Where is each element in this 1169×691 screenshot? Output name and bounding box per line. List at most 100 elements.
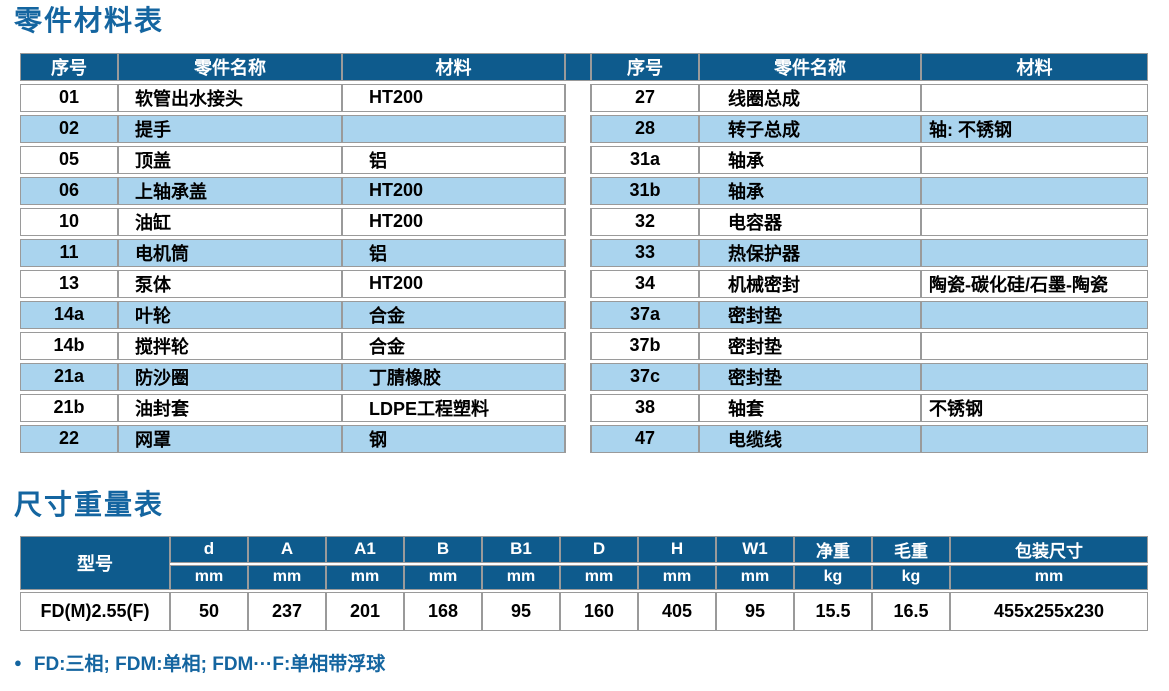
dims-column-label: W1 <box>716 535 794 563</box>
part-material-left: HT200 <box>342 207 565 236</box>
dims-column-label: A <box>248 535 326 563</box>
dims-column-label: d <box>170 535 248 563</box>
col-header-material-left: 材料 <box>342 52 565 81</box>
dims-value-cell: 15.5 <box>794 591 872 631</box>
part-material-left <box>342 114 565 143</box>
parts-table-row: 13 泵体 HT200 34 机械密封 陶瓷-碳化硅/石墨-陶瓷 <box>20 269 1148 298</box>
dims-column-label: H <box>638 535 716 563</box>
part-name-right: 转子总成 <box>699 114 921 143</box>
part-name-right: 电缆线 <box>699 424 921 453</box>
dims-column-unit: mm <box>248 564 326 590</box>
part-number-right: 32 <box>591 207 699 236</box>
dims-value-cell: 168 <box>404 591 482 631</box>
parts-table-row: 06 上轴承盖 HT200 31b 轴承 <box>20 176 1148 205</box>
dims-column-label: B1 <box>482 535 560 563</box>
part-name-right: 密封垫 <box>699 331 921 360</box>
dims-data-row: FD(M)2.55(F) 50 237 201 168 95 160 405 95 15.5 16.… <box>20 591 1148 631</box>
col-header-model: 型号 <box>20 535 170 590</box>
dims-column-label: B <box>404 535 482 563</box>
dims-header-row-labels: 型号 d A A1 B B1 D H W1 净重 毛重 包装尺寸 <box>20 535 1148 590</box>
part-number-right: 37a <box>591 300 699 329</box>
part-number-left: 13 <box>20 269 118 298</box>
parts-table-title: 零件材料表 <box>14 5 165 36</box>
model-cell: FD(M)2.55(F) <box>20 591 170 631</box>
table-gap-spacer <box>565 145 591 174</box>
dims-column-label: 毛重 <box>872 535 950 563</box>
dims-column-unit: mm <box>482 564 560 590</box>
table-gap-spacer <box>565 424 591 453</box>
dims-value-cell: 405 <box>638 591 716 631</box>
parts-table-row: 21a 防沙圈 丁腈橡胶 37c 密封垫 <box>20 362 1148 391</box>
table-gap-spacer <box>565 331 591 360</box>
part-material-right <box>921 207 1148 236</box>
dims-weight-table: 型号 d A A1 B B1 D H W1 净重 毛重 包装尺寸 mm mm mm mm mm mm mm mm k… <box>20 534 1148 633</box>
part-name-left: 泵体 <box>118 269 342 298</box>
dims-value-cell: 16.5 <box>872 591 950 631</box>
part-number-left: 01 <box>20 83 118 112</box>
part-number-right: 31b <box>591 176 699 205</box>
part-material-right <box>921 362 1148 391</box>
dims-column-label: D <box>560 535 638 563</box>
part-material-right <box>921 238 1148 267</box>
part-name-left: 叶轮 <box>118 300 342 329</box>
parts-table-row: 14a 叶轮 合金 37a 密封垫 <box>20 300 1148 329</box>
part-name-left: 搅拌轮 <box>118 331 342 360</box>
part-material-left: 合金 <box>342 300 565 329</box>
dims-column-label: A1 <box>326 535 404 563</box>
part-material-left: LDPE工程塑料 <box>342 393 565 422</box>
dims-column-label: 包装尺寸 <box>950 535 1148 563</box>
table-gap-spacer <box>565 207 591 236</box>
part-material-right: 陶瓷-碳化硅/石墨-陶瓷 <box>921 269 1148 298</box>
dims-column-unit: kg <box>872 564 950 590</box>
dims-column-unit: mm <box>404 564 482 590</box>
part-name-left: 上轴承盖 <box>118 176 342 205</box>
part-material-right <box>921 83 1148 112</box>
parts-table-row: 22 网罩钢 47 电缆线 <box>20 424 1148 453</box>
part-number-right: 47 <box>591 424 699 453</box>
parts-table-row: 14b 搅拌轮 合金 37b 密封垫 <box>20 331 1148 360</box>
part-name-right: 机械密封 <box>699 269 921 298</box>
parts-table-row: 10 油缸 HT200 32 电容器 <box>20 207 1148 236</box>
part-name-right: 密封垫 <box>699 362 921 391</box>
col-header-index-right: 序号 <box>591 52 699 81</box>
part-name-left: 油封套 <box>118 393 342 422</box>
parts-header-row: 序号 零件名称 材料 序号 零件名称 材料 <box>20 52 1148 81</box>
col-header-name-left: 零件名称 <box>118 52 342 81</box>
dims-value-cell: 160 <box>560 591 638 631</box>
parts-table-row: 05 顶盖铝 31a 轴承 <box>20 145 1148 174</box>
part-material-right <box>921 331 1148 360</box>
dims-column-unit: mm <box>950 564 1148 590</box>
part-number-left: 06 <box>20 176 118 205</box>
parts-table-row: 01 软管出水接头 HT200 27 线圈总成 <box>20 83 1148 112</box>
dims-value-cell: 455x255x230 <box>950 591 1148 631</box>
dims-column-label: 净重 <box>794 535 872 563</box>
part-material-left: HT200 <box>342 83 565 112</box>
col-header-index-left: 序号 <box>20 52 118 81</box>
dims-value-cell: 237 <box>248 591 326 631</box>
part-name-left: 电机筒 <box>118 238 342 267</box>
part-number-left: 14b <box>20 331 118 360</box>
part-material-left: 合金 <box>342 331 565 360</box>
part-name-left: 顶盖 <box>118 145 342 174</box>
part-number-right: 37c <box>591 362 699 391</box>
part-material-right: 不锈钢 <box>921 393 1148 422</box>
part-name-left: 网罩 <box>118 424 342 453</box>
part-material-right <box>921 424 1148 453</box>
part-material-left: 丁腈橡胶 <box>342 362 565 391</box>
part-name-right: 轴套 <box>699 393 921 422</box>
parts-material-table: 序号 零件名称 材料 序号 零件名称 材料 01 软管出水接头 HT200 27 线圈总… <box>20 50 1148 456</box>
part-material-left: HT200 <box>342 269 565 298</box>
col-header-name-right: 零件名称 <box>699 52 921 81</box>
part-number-right: 28 <box>591 114 699 143</box>
part-number-right: 31a <box>591 145 699 174</box>
parts-table-row: 02 提手 28 转子总成 轴: 不锈钢 <box>20 114 1148 143</box>
dims-column-unit: mm <box>170 564 248 590</box>
part-name-left: 提手 <box>118 114 342 143</box>
bullet-icon: ● <box>14 654 22 670</box>
part-number-left: 02 <box>20 114 118 143</box>
part-material-left: 钢 <box>342 424 565 453</box>
part-material-right <box>921 176 1148 205</box>
dims-column-unit: kg <box>794 564 872 590</box>
dims-value-cell: 201 <box>326 591 404 631</box>
part-name-right: 轴承 <box>699 176 921 205</box>
